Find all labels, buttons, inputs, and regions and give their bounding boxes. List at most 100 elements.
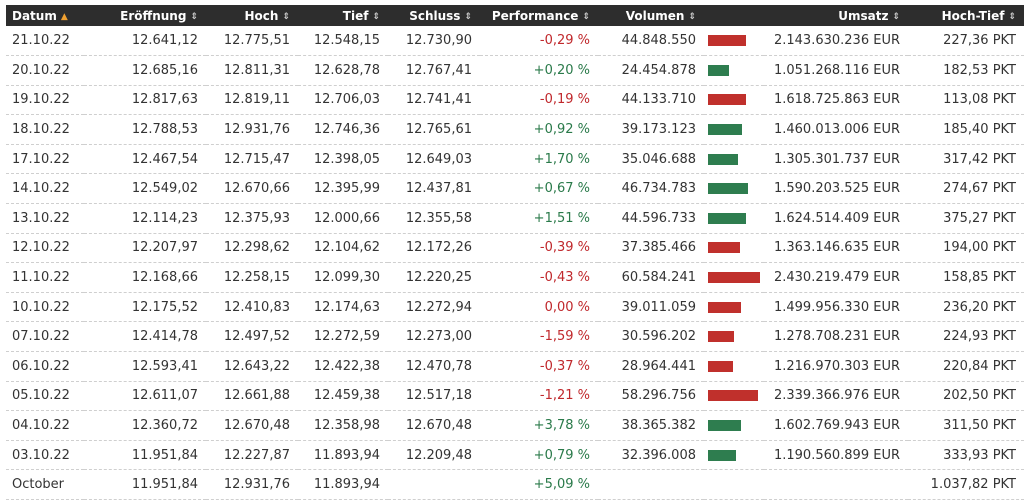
cell-open: 12.593,41: [131, 358, 198, 374]
cell-date: 21.10.22: [12, 33, 70, 49]
volume-bar-cell: [704, 85, 764, 115]
cell-close: 12.355,58: [405, 210, 472, 226]
cell-low: 12.422,38: [313, 358, 380, 374]
cell-perf: +0,67 %: [533, 181, 590, 197]
cell-date: 06.10.22: [12, 358, 70, 374]
summary-turnover: [764, 470, 908, 500]
table-row: 06.10.22 12.593,41 12.643,22 12.422,38 12.47…: [6, 352, 1024, 382]
cell-range: 224,93 PKT: [943, 329, 1016, 345]
cell-range: 185,40 PKT: [943, 122, 1016, 138]
column-header-range-label: Hoch-Tief: [941, 8, 1005, 23]
cell-volume: 28.964.441: [621, 358, 696, 374]
cell-high: 12.670,66: [223, 181, 290, 197]
cell-turnover: 1.216.970.303 EUR: [773, 358, 900, 374]
cell-close: 12.730,90: [405, 33, 472, 49]
summary-low: 11.893,94: [313, 477, 380, 493]
cell-close: 12.220,25: [405, 270, 472, 286]
cell-open: 12.549,02: [131, 181, 198, 197]
price-history-table-container: Datum ▲︎ Eröffnung ⇕ Hoch ⇕ Tief ⇕ Schluss ⇕ …: [6, 5, 1024, 500]
sort-icon: ⇕: [1008, 11, 1016, 22]
cell-turnover: 1.363.146.635 EUR: [773, 240, 900, 256]
cell-low: 12.174,63: [313, 299, 380, 315]
cell-volume: 24.454.878: [621, 62, 696, 78]
cell-date: 03.10.22: [12, 447, 70, 463]
volume-bar-cell: [704, 204, 764, 234]
cell-date: 18.10.22: [12, 122, 70, 138]
cell-low: 12.746,36: [313, 122, 380, 138]
cell-range: 317,42 PKT: [943, 151, 1016, 167]
table-header-row: Datum ▲︎ Eröffnung ⇕ Hoch ⇕ Tief ⇕ Schluss ⇕ …: [6, 5, 1024, 26]
summary-perf: +5,09 %: [533, 477, 590, 493]
column-header-high-label: Hoch: [244, 8, 279, 23]
cell-volume: 39.011.059: [621, 299, 696, 315]
cell-range: 236,20 PKT: [943, 299, 1016, 315]
column-header-open[interactable]: Eröffnung ⇕: [84, 5, 206, 26]
volume-bar: [708, 390, 758, 402]
volume-bar-cell: [704, 26, 764, 56]
cell-close: 12.741,41: [405, 92, 472, 108]
cell-open: 12.467,54: [131, 151, 198, 167]
summary-volume: [598, 470, 704, 500]
volume-bar: [708, 35, 746, 47]
column-header-low[interactable]: Tief ⇕: [298, 5, 388, 26]
cell-range: 182,53 PKT: [943, 62, 1016, 78]
cell-close: 12.670,48: [405, 418, 472, 434]
volume-bar: [708, 331, 734, 343]
cell-date: 04.10.22: [12, 418, 70, 434]
volume-bar: [708, 420, 741, 432]
column-header-turnover-label: Umsatz: [838, 8, 889, 23]
column-header-volume[interactable]: Volumen ⇕: [598, 5, 704, 26]
cell-range: 220,84 PKT: [943, 358, 1016, 374]
cell-volume: 32.396.008: [621, 447, 696, 463]
column-header-high[interactable]: Hoch ⇕: [206, 5, 298, 26]
table-row: 07.10.22 12.414,78 12.497,52 12.272,59 12.27…: [6, 322, 1024, 352]
cell-turnover: 1.602.769.943 EUR: [773, 418, 900, 434]
cell-high: 12.775,51: [223, 33, 290, 49]
cell-high: 12.227,87: [223, 447, 290, 463]
cell-low: 12.548,15: [313, 33, 380, 49]
cell-high: 12.715,47: [223, 151, 290, 167]
table-row: 03.10.22 11.951,84 12.227,87 11.893,94 12.20…: [6, 440, 1024, 470]
volume-bar-cell: [704, 440, 764, 470]
cell-turnover: 1.460.013.006 EUR: [773, 122, 900, 138]
table-row: 13.10.22 12.114,23 12.375,93 12.000,66 12.35…: [6, 204, 1024, 234]
column-header-range[interactable]: Hoch-Tief ⇕: [908, 5, 1024, 26]
cell-close: 12.273,00: [405, 329, 472, 345]
cell-high: 12.811,31: [223, 62, 290, 78]
column-header-turnover[interactable]: Umsatz ⇕: [764, 5, 908, 26]
cell-turnover: 2.430.219.479 EUR: [773, 270, 900, 286]
volume-bar: [708, 272, 760, 284]
cell-turnover: 1.624.514.409 EUR: [773, 210, 900, 226]
cell-close: 12.209,48: [405, 447, 472, 463]
cell-close: 12.172,26: [405, 240, 472, 256]
cell-date: 05.10.22: [12, 388, 70, 404]
cell-date: 12.10.22: [12, 240, 70, 256]
column-header-low-label: Tief: [342, 8, 369, 23]
cell-close: 12.765,61: [405, 122, 472, 138]
column-header-date[interactable]: Datum ▲︎: [6, 5, 84, 26]
column-header-date-label: Datum: [12, 8, 57, 23]
cell-range: 227,36 PKT: [943, 33, 1016, 49]
table-row: 14.10.22 12.549,02 12.670,66 12.395,99 12.43…: [6, 174, 1024, 204]
column-header-performance[interactable]: Performance ⇕: [480, 5, 598, 26]
cell-close: 12.649,03: [405, 151, 472, 167]
cell-date: 14.10.22: [12, 181, 70, 197]
column-header-close[interactable]: Schluss ⇕: [388, 5, 480, 26]
cell-open: 12.114,23: [131, 210, 198, 226]
volume-bar: [708, 212, 746, 224]
cell-range: 274,67 PKT: [943, 181, 1016, 197]
summary-row: October 11.951,84 12.931,76 11.893,94 +5,09 …: [6, 470, 1024, 500]
summary-open: 11.951,84: [131, 477, 198, 493]
cell-volume: 60.584.241: [621, 270, 696, 286]
cell-date: 10.10.22: [12, 299, 70, 315]
cell-open: 12.207,97: [131, 240, 198, 256]
cell-date: 17.10.22: [12, 151, 70, 167]
volume-bar: [708, 153, 738, 165]
table-body: 21.10.22 12.641,12 12.775,51 12.548,15 12.73…: [6, 26, 1024, 500]
cell-range: 311,50 PKT: [943, 418, 1016, 434]
summary-bar-cell: [704, 470, 764, 500]
volume-bar: [708, 360, 733, 372]
cell-date: 19.10.22: [12, 92, 70, 108]
cell-high: 12.661,88: [223, 388, 290, 404]
cell-low: 12.395,99: [313, 181, 380, 197]
